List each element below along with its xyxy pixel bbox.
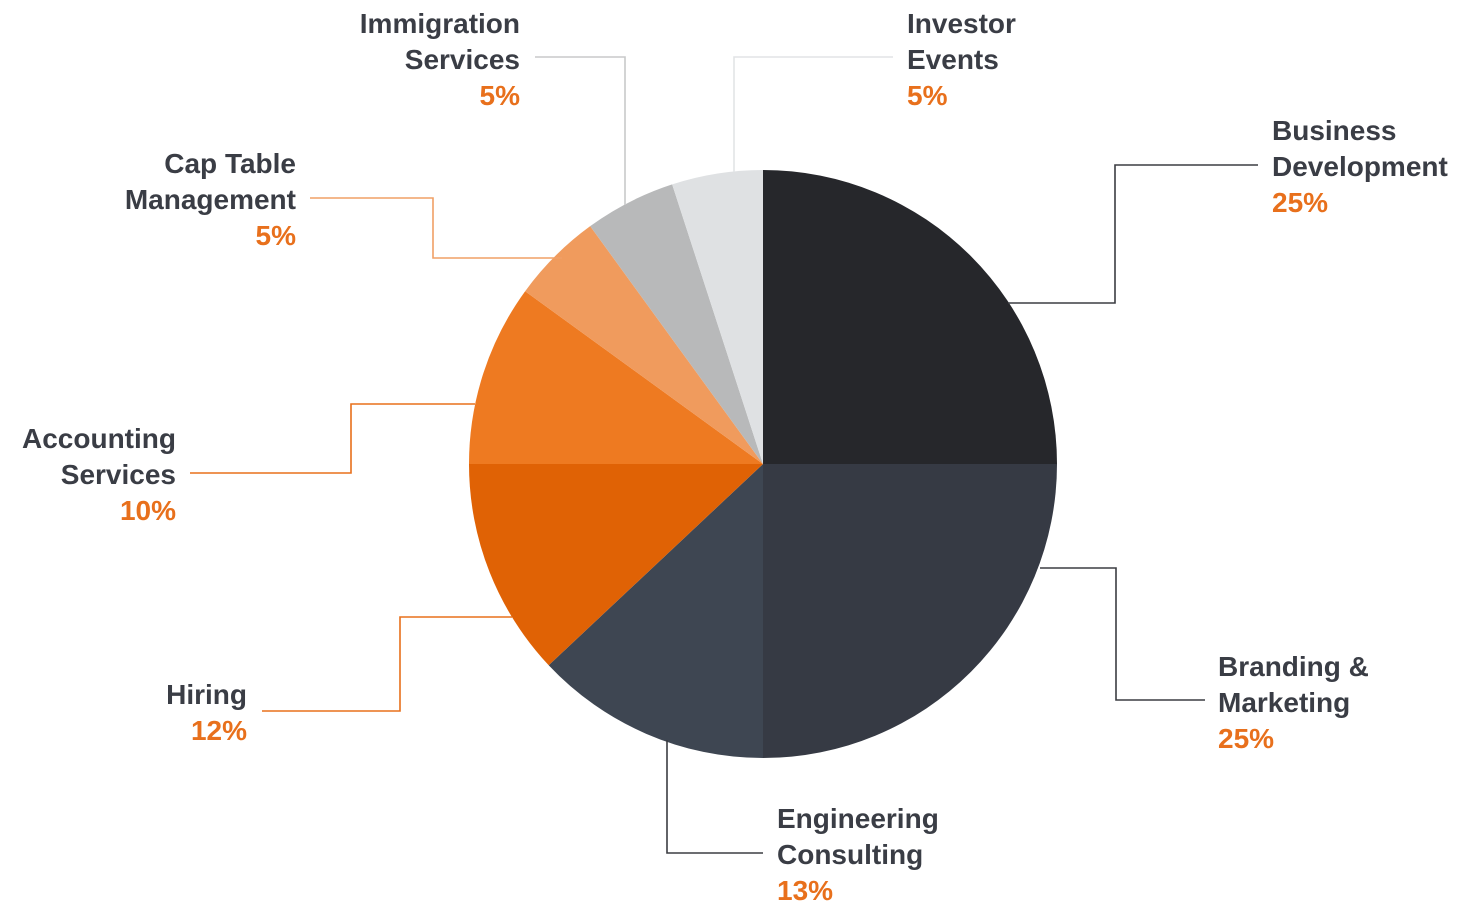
pie-slice-business-development [763, 170, 1057, 464]
slice-label-accounting-services: Accounting Services 10% [22, 423, 176, 526]
pie-slice-engineering-consulting [548, 464, 763, 758]
labels-layer: Business Development 25% Branding & Marketin… [22, 8, 1448, 906]
connector-line-branding-marketing [1040, 567, 1205, 701]
slice-label-business-development: Business Development 25% [1272, 115, 1448, 218]
slice-label-line: Accounting [22, 423, 176, 454]
pie-slice-cap-table-management [525, 226, 763, 464]
slice-value-label: 5% [256, 220, 297, 251]
slice-label-line: Management [125, 184, 296, 215]
slice-label-cap-table-management: Cap Table Management 5% [125, 148, 296, 251]
connector-line-engineering-consulting [666, 740, 763, 854]
slice-label-line: Services [61, 459, 176, 490]
slice-label-line: Development [1272, 151, 1448, 182]
pie-slice-branding-marketing [763, 464, 1057, 758]
connector-line-cap-table-management [310, 197, 562, 259]
slice-label-line: Investor [907, 8, 1016, 39]
slice-label-line: Business [1272, 115, 1397, 146]
slice-label-line: Events [907, 44, 999, 75]
connector-line-immigration-services [535, 56, 626, 205]
slice-label-line: Consulting [777, 839, 923, 870]
pie-slice-immigration-services [590, 184, 763, 464]
slice-label-line: Services [405, 44, 520, 75]
slice-label-line: Hiring [166, 679, 247, 710]
slice-label-line: Marketing [1218, 687, 1350, 718]
slice-value-label: 12% [191, 715, 247, 746]
slice-label-hiring: Hiring 12% [166, 679, 247, 746]
slice-value-label: 5% [480, 80, 521, 111]
slice-value-label: 10% [120, 495, 176, 526]
slice-label-branding-marketing: Branding & Marketing 25% [1218, 651, 1369, 754]
connector-line-business-development [1008, 164, 1258, 304]
slice-label-engineering-consulting: Engineering Consulting 13% [777, 803, 939, 906]
slice-label-line: Engineering [777, 803, 939, 834]
connectors-layer [190, 56, 1258, 854]
slice-label-investor-events: Investor Events 5% [907, 8, 1016, 111]
pie-slice-investor-events [672, 170, 763, 464]
slice-value-label: 13% [777, 875, 833, 902]
pie-slice-hiring [469, 464, 763, 666]
slice-label-line: Cap Table [164, 148, 296, 179]
slice-label-immigration-services: Immigration Services 5% [360, 8, 520, 111]
connector-line-accounting-services [190, 403, 475, 474]
connector-line-hiring [262, 616, 512, 712]
slices-layer [469, 170, 1057, 758]
slice-value-label: 25% [1272, 187, 1328, 218]
slice-label-line: Branding & [1218, 651, 1369, 682]
slice-label-line: Immigration [360, 8, 520, 39]
slice-value-label: 5% [907, 80, 948, 111]
slice-value-label: 25% [1218, 723, 1274, 754]
connector-line-investor-events [733, 56, 893, 172]
pie-slice-accounting-services [469, 291, 763, 464]
